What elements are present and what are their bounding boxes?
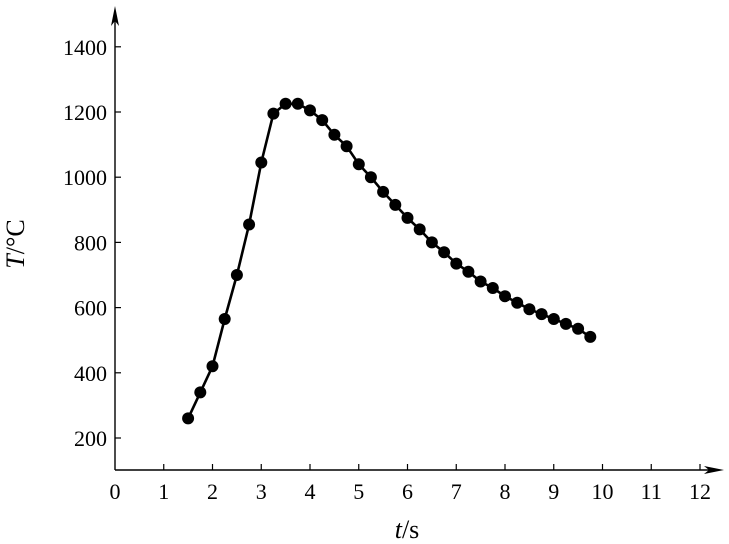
data-point <box>206 360 219 373</box>
data-point <box>413 223 426 236</box>
data-point <box>511 296 524 309</box>
y-axis-title: T/°C <box>1 219 30 268</box>
data-point <box>486 282 499 294</box>
x-tick-label: 4 <box>305 479 316 504</box>
x-tick-label: 5 <box>353 479 364 504</box>
x-ticks: 0 1 2 3 4 5 6 7 8 9 10 11 12 <box>110 464 711 504</box>
x-tick-label: 1 <box>158 479 169 504</box>
y-ticks: 200 400 600 800 1000 1200 1400 <box>63 35 121 451</box>
data-point <box>438 246 451 259</box>
data-point <box>267 107 280 120</box>
data-point <box>243 218 256 231</box>
data-point <box>389 198 402 211</box>
data-point <box>279 97 292 110</box>
series-group <box>182 97 597 425</box>
x-tick-label: 0 <box>110 479 121 504</box>
x-tick-label: 8 <box>500 479 511 504</box>
data-point <box>340 140 353 153</box>
data-point <box>182 412 195 425</box>
data-point <box>352 158 365 171</box>
data-point <box>425 236 438 249</box>
x-tick-label: 2 <box>207 479 218 504</box>
x-axis-arrow <box>704 466 724 474</box>
data-point <box>255 156 268 169</box>
data-point <box>462 265 475 278</box>
data-point <box>304 104 316 117</box>
data-point <box>377 185 390 198</box>
y-axis-arrow <box>111 6 119 26</box>
data-point <box>450 257 463 270</box>
data-point <box>218 313 231 325</box>
data-point <box>194 386 207 399</box>
data-point <box>328 128 341 141</box>
x-tick-label: 3 <box>256 479 267 504</box>
data-point <box>474 275 487 288</box>
x-tick-label: 7 <box>451 479 462 504</box>
x-tick-label: 12 <box>689 479 711 504</box>
y-tick-label: 1200 <box>63 100 107 125</box>
y-tick-label: 1000 <box>63 165 107 190</box>
data-point <box>535 308 548 321</box>
data-point <box>499 290 511 303</box>
data-point <box>559 317 572 330</box>
data-point <box>547 313 560 325</box>
data-point <box>291 97 304 110</box>
x-tick-label: 11 <box>641 479 662 504</box>
series-line <box>186 102 592 419</box>
x-axis-title: t/s <box>395 515 420 544</box>
data-point <box>523 303 536 316</box>
y-tick-label: 400 <box>74 361 107 386</box>
data-point <box>401 211 414 224</box>
data-point <box>316 114 329 127</box>
axes <box>111 6 724 474</box>
x-tick-label: 9 <box>548 479 559 504</box>
y-tick-label: 800 <box>74 230 107 255</box>
y-tick-label: 600 <box>74 296 107 321</box>
data-point <box>584 330 597 343</box>
x-tick-label: 6 <box>402 479 413 504</box>
data-point <box>572 322 585 335</box>
x-tick-label: 10 <box>592 479 614 504</box>
data-point <box>364 171 377 184</box>
y-tick-label: 1400 <box>63 35 107 60</box>
y-tick-label: 200 <box>74 426 107 451</box>
data-point <box>230 269 243 281</box>
